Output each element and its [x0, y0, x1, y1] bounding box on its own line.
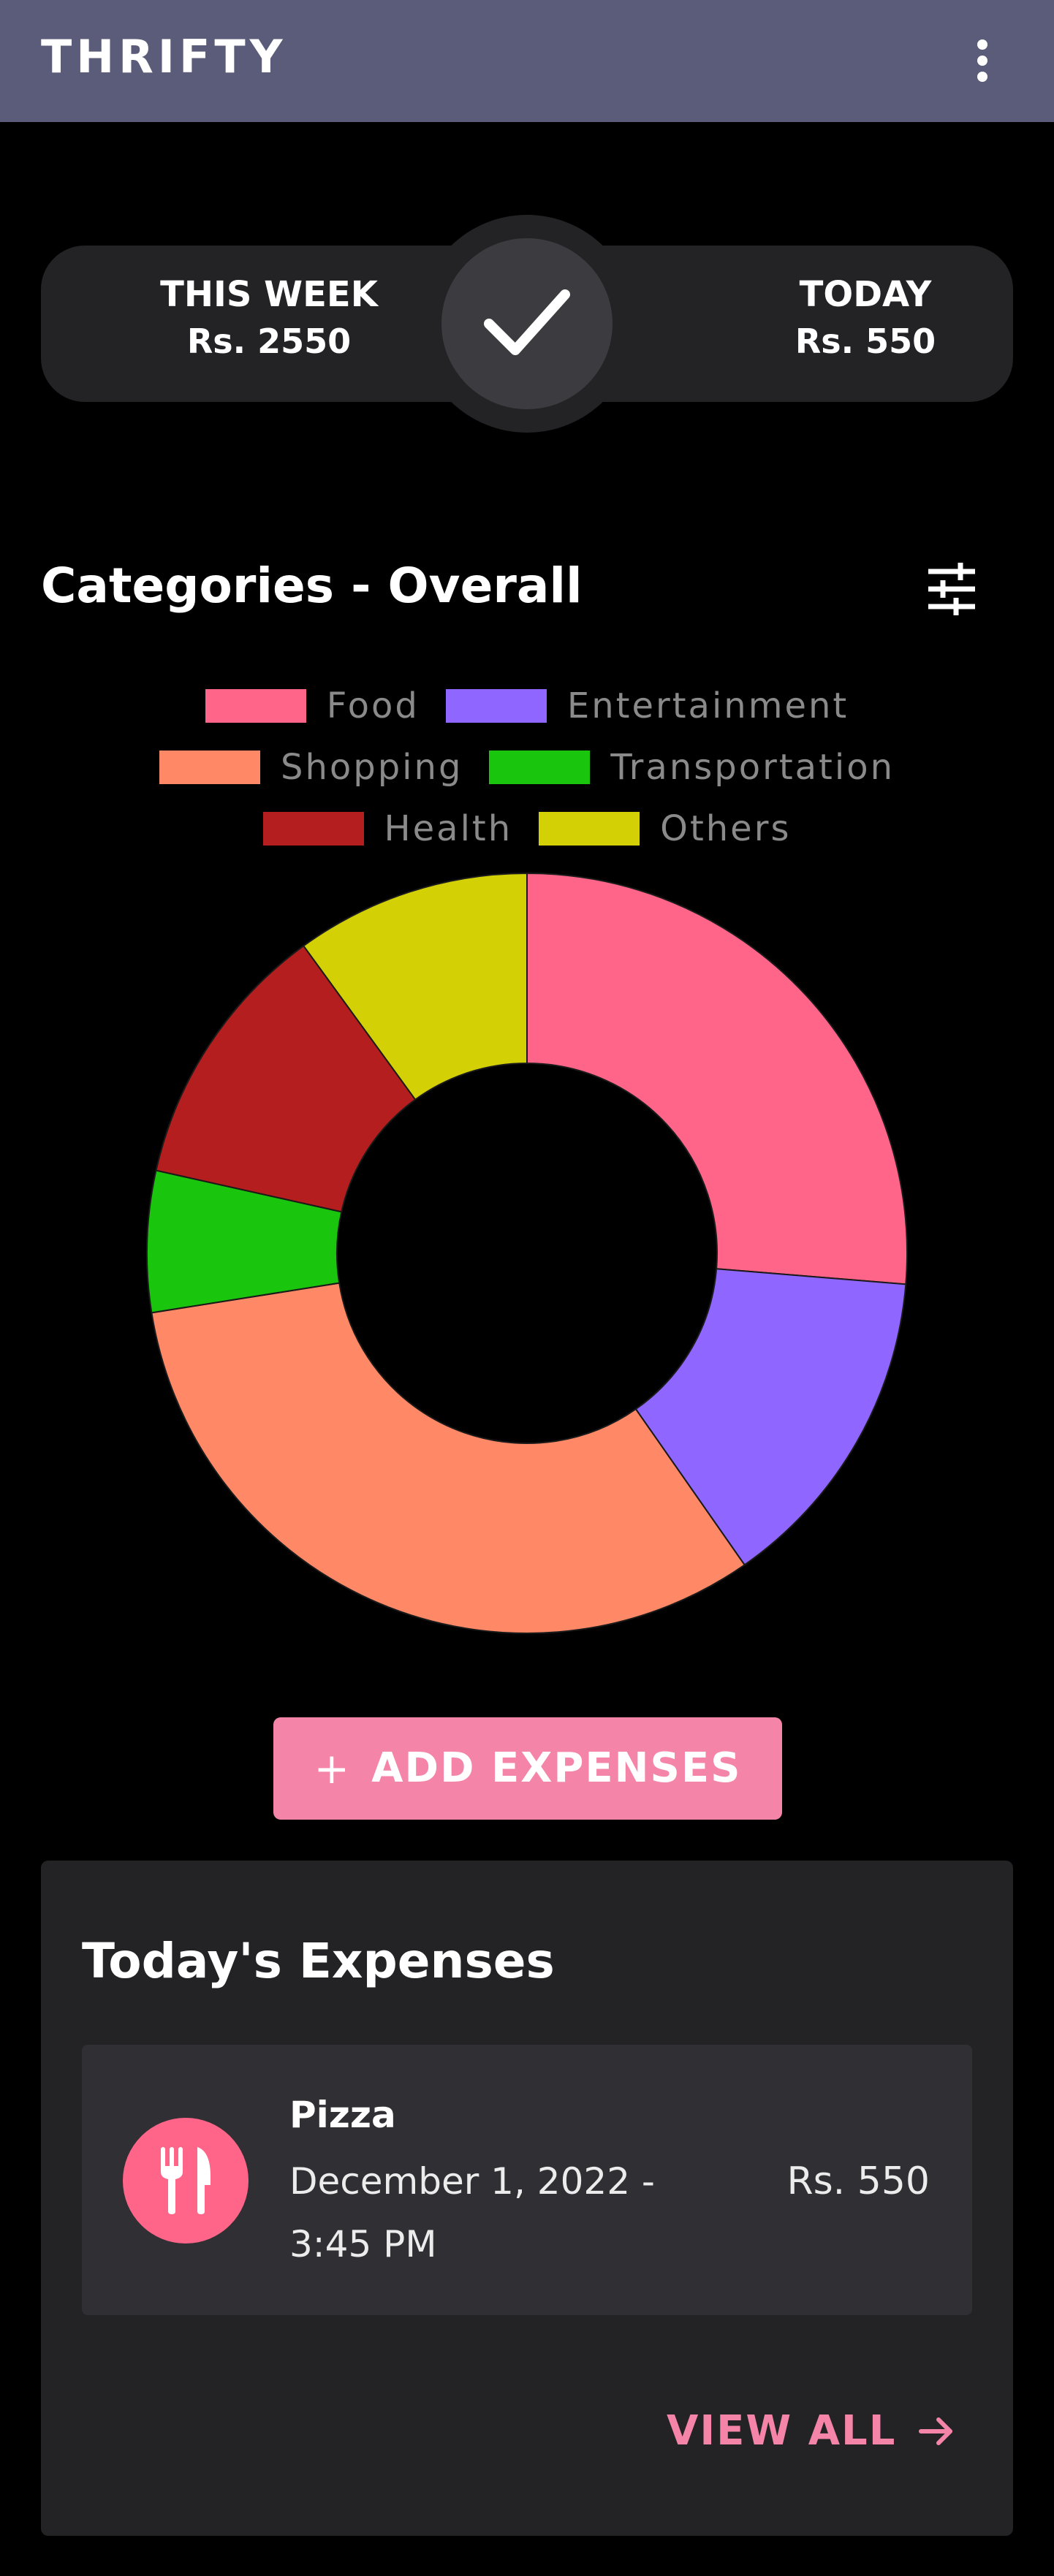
- add-expenses-label: ADD EXPENSES: [371, 1744, 742, 1792]
- legend-item-others[interactable]: Others: [539, 807, 791, 851]
- legend-item-entertainment[interactable]: Entertainment: [445, 684, 849, 728]
- today-summary: TODAY Rs. 550: [719, 272, 1012, 365]
- plus-icon: +: [314, 1744, 350, 1793]
- legend-swatch: [489, 751, 591, 784]
- this-week-summary: THIS WEEK Rs. 2550: [123, 272, 415, 365]
- filter-sliders-icon[interactable]: [922, 560, 981, 618]
- legend-item-transportation[interactable]: Transportation: [489, 745, 895, 789]
- todays-expenses-card: Today's Expenses Pizza December 1, 2022 …: [41, 1861, 1013, 2536]
- view-all-label: VIEW ALL: [667, 2407, 897, 2455]
- legend-row: Shopping Transportation: [0, 745, 1054, 789]
- this-week-label: THIS WEEK: [160, 274, 378, 315]
- check-button[interactable]: [441, 238, 613, 409]
- today-value: Rs. 550: [795, 322, 936, 361]
- more-options-icon[interactable]: [966, 35, 998, 86]
- this-week-value: Rs. 2550: [186, 322, 352, 361]
- add-expenses-button[interactable]: + ADD EXPENSES: [273, 1717, 782, 1820]
- checkmark-icon: [484, 289, 570, 355]
- legend-item-health[interactable]: Health: [262, 807, 513, 851]
- category-donut-chart: [146, 872, 908, 1634]
- legend-swatch: [539, 812, 640, 846]
- legend-label: Health: [384, 808, 513, 849]
- expense-amount: Rs. 550: [786, 2159, 930, 2203]
- legend-item-food[interactable]: Food: [205, 684, 420, 728]
- expense-name: Pizza: [289, 2094, 396, 2136]
- arrow-right-icon: [919, 2417, 953, 2445]
- legend-row: Health Others: [0, 807, 1054, 851]
- app-title: THRIFTY: [41, 30, 287, 83]
- expense-item[interactable]: Pizza December 1, 2022 - 3:45 PM Rs. 550: [82, 2045, 972, 2315]
- donut-slice-others[interactable]: [302, 872, 528, 1101]
- legend-swatch: [205, 689, 306, 723]
- legend-row: Food Entertainment: [0, 684, 1054, 728]
- categories-title: Categories - Overall: [41, 558, 583, 614]
- legend-label: Transportation: [610, 747, 895, 788]
- legend-swatch: [445, 689, 547, 723]
- donut-slice-shopping[interactable]: [151, 1282, 746, 1634]
- legend-swatch: [159, 751, 260, 784]
- todays-expenses-title: Today's Expenses: [82, 1933, 555, 1989]
- app-bar: THRIFTY: [0, 0, 1054, 122]
- expense-datetime: December 1, 2022 - 3:45 PM: [289, 2160, 655, 2265]
- today-label: TODAY: [799, 274, 932, 315]
- legend-item-shopping[interactable]: Shopping: [159, 745, 463, 789]
- legend-label: Entertainment: [566, 685, 849, 726]
- legend-label: Others: [660, 808, 792, 849]
- donut-slice-entertainment[interactable]: [634, 1268, 907, 1566]
- donut-slice-health[interactable]: [155, 944, 417, 1213]
- view-all-button[interactable]: VIEW ALL: [667, 2398, 955, 2464]
- legend-label: Shopping: [280, 747, 463, 788]
- fork-knife-icon: [123, 2118, 249, 2243]
- legend-label: Food: [326, 685, 420, 726]
- donut-slice-food[interactable]: [526, 872, 908, 1285]
- legend-swatch: [262, 812, 364, 846]
